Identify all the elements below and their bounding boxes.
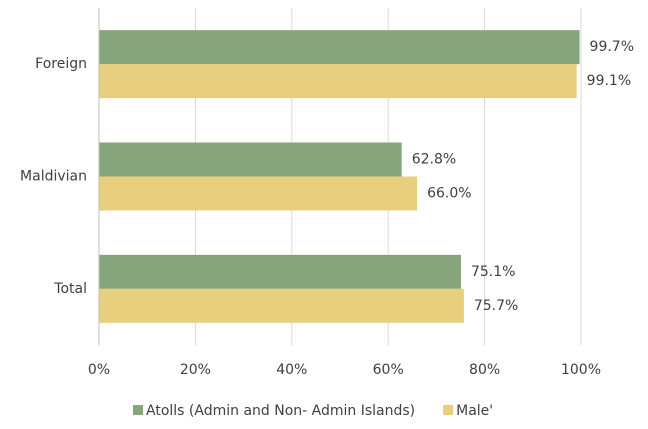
x-tick-label: 80% (469, 362, 500, 378)
y-tick-label: Total (53, 281, 87, 297)
x-tick-label: 100% (561, 362, 601, 378)
bar (99, 176, 418, 211)
bar (99, 288, 464, 323)
value-label: 75.7% (474, 298, 518, 314)
legend-label: Male' (456, 403, 493, 419)
x-tick-label: 40% (276, 362, 307, 378)
bar (99, 142, 402, 177)
bar (99, 30, 580, 65)
bar (99, 254, 461, 289)
value-label: 99.1% (587, 73, 631, 89)
y-tick-label: Foreign (35, 56, 87, 72)
x-tick-label: 20% (180, 362, 211, 378)
y-tick-label: Maldivian (20, 169, 87, 185)
legend-label: Atolls (Admin and Non- Admin Islands) (146, 403, 415, 419)
value-label: 99.7% (590, 39, 634, 55)
bar (99, 64, 577, 99)
value-label: 75.1% (471, 264, 515, 280)
x-tick-label: 0% (88, 362, 110, 378)
value-label: 66.0% (427, 186, 471, 202)
legend-swatch (443, 405, 454, 415)
legend-swatch (133, 405, 143, 415)
x-tick-label: 60% (373, 362, 404, 378)
value-label: 62.8% (412, 152, 456, 168)
